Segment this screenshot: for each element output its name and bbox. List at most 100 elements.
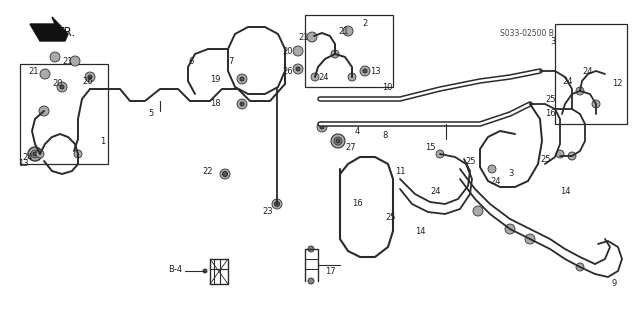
Bar: [305, 15, 393, 87]
Circle shape: [272, 199, 282, 209]
Text: 24: 24: [490, 176, 500, 186]
Circle shape: [436, 150, 444, 158]
Text: 13: 13: [18, 160, 29, 168]
Text: 21: 21: [338, 26, 349, 35]
Circle shape: [331, 50, 339, 58]
Text: 7: 7: [228, 56, 234, 65]
Circle shape: [576, 263, 584, 271]
Text: 6: 6: [188, 56, 193, 65]
Text: 24: 24: [22, 152, 33, 161]
Circle shape: [223, 172, 227, 176]
Circle shape: [505, 224, 515, 234]
Circle shape: [334, 137, 342, 145]
Circle shape: [40, 69, 50, 79]
Text: 2: 2: [362, 19, 367, 28]
Circle shape: [33, 152, 37, 156]
Text: 22: 22: [202, 167, 212, 175]
Text: 21: 21: [298, 33, 308, 41]
Circle shape: [74, 150, 82, 158]
Text: 24: 24: [582, 66, 593, 76]
Text: 17: 17: [325, 268, 335, 277]
Circle shape: [50, 52, 60, 62]
Circle shape: [275, 202, 280, 206]
Text: 24: 24: [562, 77, 573, 85]
Bar: [555, 24, 627, 124]
Text: 11: 11: [395, 167, 406, 175]
Circle shape: [568, 152, 576, 160]
Circle shape: [488, 165, 496, 173]
Circle shape: [363, 69, 367, 73]
Text: 25: 25: [465, 157, 476, 166]
Circle shape: [556, 150, 564, 158]
Text: 20: 20: [282, 47, 292, 56]
Text: 12: 12: [612, 79, 623, 88]
Circle shape: [525, 234, 535, 244]
Text: 24: 24: [430, 187, 440, 196]
Text: 3: 3: [550, 36, 556, 46]
Text: 16: 16: [352, 199, 363, 209]
Text: 4: 4: [355, 127, 360, 136]
Text: 15: 15: [425, 143, 435, 152]
Circle shape: [31, 150, 39, 158]
Circle shape: [85, 72, 95, 82]
Text: 14: 14: [415, 226, 426, 235]
Circle shape: [360, 66, 370, 76]
Circle shape: [293, 46, 303, 56]
Text: 13: 13: [370, 66, 381, 76]
Circle shape: [240, 102, 244, 106]
Circle shape: [576, 87, 584, 95]
Text: 27: 27: [345, 143, 356, 152]
Text: 9: 9: [612, 279, 617, 288]
Polygon shape: [30, 17, 68, 41]
Text: 14: 14: [560, 187, 570, 196]
Text: 25: 25: [385, 212, 396, 221]
Circle shape: [343, 26, 353, 36]
Circle shape: [36, 150, 44, 158]
Text: B-4: B-4: [168, 264, 182, 273]
Circle shape: [331, 134, 345, 148]
Text: 25: 25: [545, 94, 556, 103]
Circle shape: [317, 122, 327, 132]
Text: 26: 26: [282, 66, 292, 76]
Circle shape: [311, 73, 319, 81]
Text: 18: 18: [210, 100, 221, 108]
Circle shape: [88, 75, 92, 79]
Text: 21: 21: [62, 56, 72, 65]
Text: 8: 8: [382, 131, 387, 140]
Circle shape: [237, 74, 247, 84]
Text: 26: 26: [82, 77, 93, 85]
Text: S033-02500 B: S033-02500 B: [500, 29, 554, 39]
Circle shape: [473, 206, 483, 216]
Circle shape: [307, 32, 317, 42]
Text: 16: 16: [545, 109, 556, 118]
Circle shape: [308, 246, 314, 252]
Circle shape: [308, 278, 314, 284]
Circle shape: [237, 99, 247, 109]
Circle shape: [320, 125, 324, 129]
Text: 5: 5: [148, 109, 153, 118]
Circle shape: [220, 169, 230, 179]
Circle shape: [39, 106, 49, 116]
Circle shape: [348, 73, 356, 81]
Circle shape: [60, 85, 64, 89]
Text: FR.: FR.: [58, 26, 76, 39]
Circle shape: [592, 100, 600, 108]
Text: 23: 23: [262, 206, 273, 216]
Text: 10: 10: [382, 83, 392, 92]
Text: 20: 20: [52, 79, 63, 88]
Circle shape: [240, 77, 244, 81]
Text: 25: 25: [540, 154, 550, 164]
Circle shape: [296, 67, 300, 71]
Circle shape: [28, 147, 42, 161]
Circle shape: [57, 82, 67, 92]
Circle shape: [70, 56, 80, 66]
Circle shape: [336, 139, 340, 143]
Circle shape: [293, 64, 303, 74]
Text: 21: 21: [28, 66, 38, 76]
Text: 1: 1: [100, 137, 105, 145]
Text: 24: 24: [318, 72, 328, 81]
Circle shape: [203, 269, 207, 273]
Bar: [20, 64, 108, 164]
Text: 3: 3: [508, 169, 513, 179]
Text: 19: 19: [210, 75, 221, 84]
